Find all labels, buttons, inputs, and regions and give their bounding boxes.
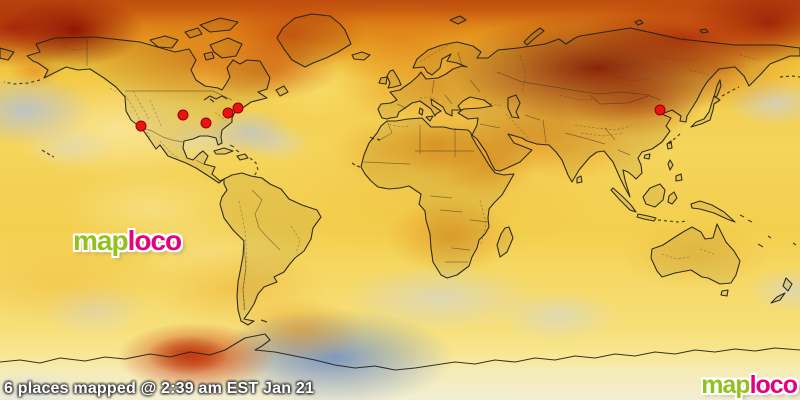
maploco-logo-right: maploco [701,371,798,399]
maploco-logo-left-map: map [73,225,129,256]
terrain-texture [59,44,759,313]
continent-outline-north-america [26,36,271,184]
continent-outline-australia [650,223,741,285]
status-text: 6 places mapped @ 2:39 am EST Jan 21 [4,380,315,397]
island-sicily [425,115,434,122]
island-sakhalin [713,79,722,98]
lesser-sunda-islands [657,219,689,223]
island-madagascar [496,226,514,258]
island-sulawesi [667,191,678,205]
place-marker[interactable] [177,109,189,121]
island-new-guinea [690,200,736,223]
country-borders [86,38,661,311]
texture-himalaya [559,94,632,137]
place-marker[interactable] [654,104,666,116]
place-marker[interactable] [222,107,234,119]
kuril-islands [721,86,740,97]
border-lines-europe [396,51,481,109]
antilles-islands [249,157,259,177]
island-sumatra [610,187,637,213]
island-hainan [643,153,651,160]
maploco-logo-left-loco: loco [127,225,183,256]
great-lakes [203,95,228,103]
island-southampton [203,51,215,61]
texture-scandinavia-alps-atlas [388,44,449,128]
continent-outline-greenland [276,13,352,68]
island-novaya-zemlya [523,27,545,46]
island-sri-lanka [576,175,583,184]
place-marker[interactable] [135,120,147,132]
island-ireland [378,76,388,85]
continent-outline-antarctica [0,333,800,371]
continent-outline-eurasia [377,27,800,198]
island-newfoundland [275,85,289,97]
border-lines-americas [86,38,281,311]
island-svalbard [449,15,467,25]
border-lines-asia [479,71,661,156]
island-great-britain [386,69,402,89]
border-lines-africa [363,120,489,263]
texture-rockies [59,44,227,160]
island-chains [3,75,800,323]
continent-outline-africa [360,117,515,279]
island-victoria-banks [149,35,179,49]
island-tasmania [720,289,729,297]
island-java [636,213,657,222]
island-arctic-small [184,27,203,39]
pacific-islands [739,214,797,248]
texture-australia [661,248,715,260]
aleutian-islands [3,75,800,85]
maploco-logo-left: maploco [73,225,183,256]
island-new-zealand-south [770,292,786,304]
chukotka-wrap-left-edge [0,47,15,61]
island-luzon [667,159,674,171]
caspian-sea [507,94,521,119]
island-baffin [209,37,243,59]
island-mindanao [675,173,683,182]
island-new-zealand-north [782,277,793,292]
island-hokkaido-honshu [690,95,721,128]
island-new-siberian [699,28,709,34]
island-severnaya-zemlya [634,19,644,26]
island-ellesmere [199,17,239,33]
island-borneo [642,183,666,208]
maploco-logo-right-map: map [701,371,750,399]
hawaii-islands [41,149,55,158]
island-sardinia [418,107,424,116]
continent-outlines [0,13,800,371]
ryukyu-islands [667,133,681,146]
place-marker[interactable] [200,117,212,129]
markers-layer [135,102,666,132]
texture-siberia [599,54,759,82]
island-cuba [213,147,234,155]
place-marker[interactable] [232,102,244,114]
atlantic-islands [229,136,381,323]
texture-urals-caucasus [489,54,531,140]
island-iceland [351,51,371,61]
maploco-logo-right-loco: loco [749,371,798,399]
island-hispaniola [236,153,249,161]
texture-andes [238,200,301,313]
continent-outline-south-america [219,172,322,326]
